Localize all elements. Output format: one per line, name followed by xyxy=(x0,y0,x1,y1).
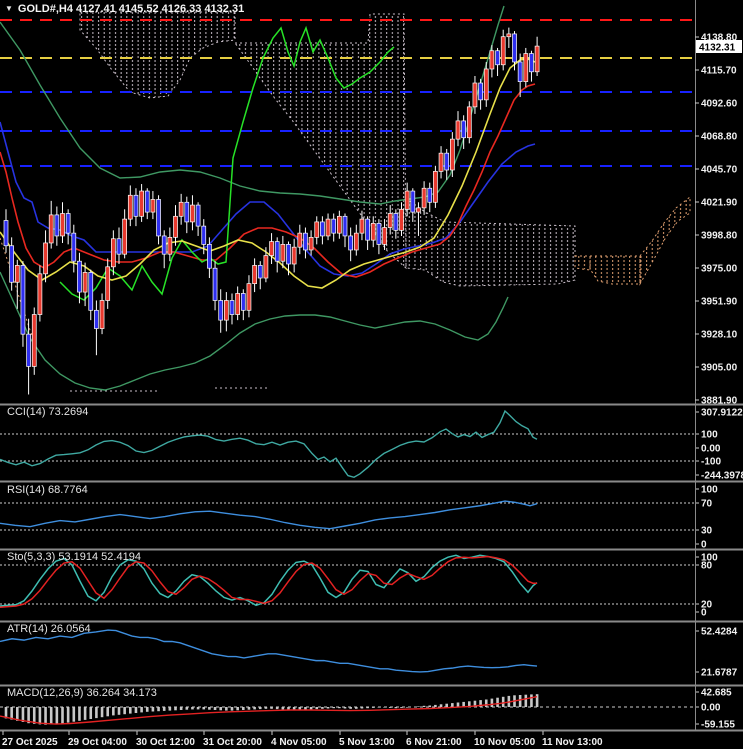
svg-text:27 Oct 2025: 27 Oct 2025 xyxy=(2,737,58,748)
svg-text:30: 30 xyxy=(701,526,713,537)
svg-text:3881.90: 3881.90 xyxy=(701,396,738,407)
svg-text:6 Nov 21:00: 6 Nov 21:00 xyxy=(406,737,462,748)
svg-text:5 Nov 13:00: 5 Nov 13:00 xyxy=(339,737,395,748)
svg-text:21.6787: 21.6787 xyxy=(701,668,738,679)
svg-text:4068.80: 4068.80 xyxy=(701,132,738,143)
svg-text:31 Oct 20:00: 31 Oct 20:00 xyxy=(203,737,262,748)
chart-title: ▼ GOLD#,H4 4127.41 4145.52 4126.33 4132.… xyxy=(5,3,244,15)
svg-text:4132.31: 4132.31 xyxy=(699,43,736,54)
svg-text:20: 20 xyxy=(701,600,713,611)
svg-text:0: 0 xyxy=(701,540,707,551)
svg-text:-244.3978: -244.3978 xyxy=(701,471,743,482)
svg-text:70: 70 xyxy=(701,499,713,510)
svg-text:0.00: 0.00 xyxy=(701,444,721,455)
svg-text:80: 80 xyxy=(701,561,713,572)
indicator-label-cci: CCI(14) 73.2694 xyxy=(7,406,89,418)
svg-text:3975.00: 3975.00 xyxy=(701,264,738,275)
time-axis[interactable] xyxy=(0,731,743,749)
price-axis[interactable] xyxy=(695,0,743,731)
svg-text:3998.80: 3998.80 xyxy=(701,231,738,242)
svg-text:10 Nov 05:00: 10 Nov 05:00 xyxy=(474,737,536,748)
svg-text:307.9122: 307.9122 xyxy=(701,408,743,419)
indicator-label-macd: MACD(12,26,9) 36.264 34.173 xyxy=(7,687,157,699)
svg-text:4021.90: 4021.90 xyxy=(701,198,738,209)
svg-text:4092.60: 4092.60 xyxy=(701,99,738,110)
symbol-dropdown-icon[interactable]: ▼ xyxy=(5,4,13,13)
indicator-label-stochastic: Sto(5,3,3) 53.1914 52.4194 xyxy=(7,551,141,563)
svg-text:4 Nov 05:00: 4 Nov 05:00 xyxy=(271,737,327,748)
svg-text:0.00: 0.00 xyxy=(701,703,721,714)
svg-text:29 Oct 04:00: 29 Oct 04:00 xyxy=(68,737,127,748)
svg-text:3951.90: 3951.90 xyxy=(701,297,738,308)
chart-title-text: GOLD#,H4 4127.41 4145.52 4126.33 4132.31 xyxy=(17,3,245,15)
svg-text:4138.80: 4138.80 xyxy=(701,33,738,44)
svg-text:42.685: 42.685 xyxy=(701,688,732,699)
svg-text:100: 100 xyxy=(701,485,718,496)
indicator-label-rsi: RSI(14) 68.7764 xyxy=(7,484,88,496)
svg-text:52.4284: 52.4284 xyxy=(701,627,738,638)
svg-text:100: 100 xyxy=(701,430,718,441)
svg-text:4045.70: 4045.70 xyxy=(701,165,738,176)
svg-text:4115.70: 4115.70 xyxy=(701,66,737,77)
svg-text:30 Oct 12:00: 30 Oct 12:00 xyxy=(136,737,195,748)
svg-text:0: 0 xyxy=(701,608,707,619)
svg-text:100: 100 xyxy=(701,553,718,564)
svg-text:3905.00: 3905.00 xyxy=(701,363,738,374)
svg-text:-59.155: -59.155 xyxy=(701,720,735,731)
svg-text:-100: -100 xyxy=(701,457,721,468)
svg-text:3928.10: 3928.10 xyxy=(701,330,738,341)
indicator-label-atr: ATR(14) 26.0564 xyxy=(7,623,91,635)
svg-text:11 Nov 13:00: 11 Nov 13:00 xyxy=(542,737,603,748)
